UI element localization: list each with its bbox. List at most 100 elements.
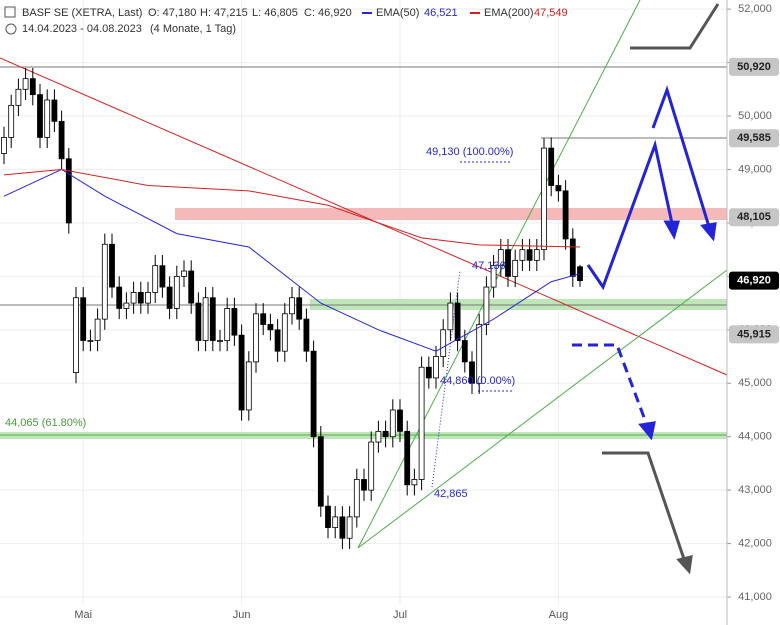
price-box-label: 49,585 xyxy=(737,132,771,144)
candle-body xyxy=(101,243,108,320)
y-tick-label: 41,000 xyxy=(738,591,772,603)
candle-body xyxy=(490,265,497,288)
fib-label: 44,860 (0.00%) xyxy=(440,375,515,387)
arrow xyxy=(630,3,720,50)
candle-body xyxy=(346,516,353,539)
candle-body xyxy=(274,329,281,352)
candle-body xyxy=(548,147,555,186)
candle-body xyxy=(130,292,137,304)
price-box xyxy=(729,208,779,227)
chart-icon xyxy=(4,6,16,18)
y-tick-label: 49,000 xyxy=(738,163,772,175)
arrowhead xyxy=(663,220,680,240)
price-box xyxy=(729,325,779,344)
candle-body xyxy=(440,329,447,357)
candle-body xyxy=(58,120,65,160)
clock-icon xyxy=(5,23,17,35)
y-tick-label: 50,000 xyxy=(738,110,772,122)
candle-body xyxy=(260,313,267,325)
candle-body xyxy=(433,356,439,379)
candle-body xyxy=(22,78,29,90)
candle-body xyxy=(166,286,173,309)
y-tick-label: 45,000 xyxy=(738,377,772,389)
arrowhead xyxy=(676,555,693,575)
price-box-label: 45,915 xyxy=(737,328,771,340)
candle-body xyxy=(116,286,123,309)
price-box-label: 48,105 xyxy=(737,211,771,223)
candle-body xyxy=(512,259,519,277)
arrowhead xyxy=(700,222,717,242)
candle-body xyxy=(245,361,252,411)
y-tick-label: 43,000 xyxy=(738,484,772,496)
candle-body xyxy=(73,297,79,373)
candle-body xyxy=(289,297,295,315)
fib-label: 42,865 xyxy=(434,488,468,500)
candle-body xyxy=(195,302,202,341)
candle-body xyxy=(461,340,468,363)
candle-body xyxy=(202,297,209,341)
arrow xyxy=(602,451,687,563)
candle-body xyxy=(217,340,223,342)
price-box-label: 46,920 xyxy=(737,275,771,287)
candle-body xyxy=(159,265,166,288)
candle-body xyxy=(188,270,195,304)
candle-body xyxy=(389,409,396,438)
legend-value: 46,521 xyxy=(424,7,458,19)
x-tick-label: Jun xyxy=(233,609,251,621)
candle-body xyxy=(37,94,43,138)
fib-label: 49,130 (100.00%) xyxy=(426,146,513,158)
candle-body xyxy=(375,430,382,443)
x-tick-label: Jul xyxy=(393,609,407,621)
candle-body xyxy=(519,249,526,261)
candle-body xyxy=(44,99,51,138)
x-tick-label: Aug xyxy=(549,609,569,621)
header: BASF SE (XETRA, Last) O: 47,180 H: 47,21… xyxy=(4,6,352,35)
fib-connector xyxy=(431,269,461,488)
candle-body xyxy=(332,516,339,528)
fib-label: 44,065 (61.80%) xyxy=(5,417,86,429)
candle-body xyxy=(368,441,375,491)
candle-body xyxy=(418,366,425,480)
candle-body xyxy=(8,104,15,138)
candle-body xyxy=(152,265,159,293)
arrowhead xyxy=(638,421,656,441)
y-tick-label: 44,000 xyxy=(738,431,772,443)
candle-body xyxy=(238,334,245,411)
candle-body xyxy=(231,308,238,336)
date-range: 14.04.2023 - 04.08.2023 xyxy=(22,23,142,35)
candle-body xyxy=(267,324,274,331)
candle-body xyxy=(469,361,475,384)
candle-body xyxy=(526,249,533,261)
downtrend-line xyxy=(0,57,728,376)
candle-body xyxy=(454,302,461,341)
candle-body xyxy=(51,99,58,122)
price-box xyxy=(729,129,779,148)
price-box xyxy=(729,271,779,290)
candle-body xyxy=(397,409,403,432)
uptrend-line xyxy=(357,269,728,549)
candle-body xyxy=(483,286,490,325)
candle-body xyxy=(80,297,87,341)
dashed-arrow xyxy=(572,343,650,429)
chart-title: BASF SE (XETRA, Last) xyxy=(22,7,142,19)
resistance-band xyxy=(175,208,727,220)
ohlc-label: C: 46,920 xyxy=(304,7,352,19)
candle-body xyxy=(181,270,187,277)
candle-body xyxy=(173,275,180,309)
candle-body xyxy=(65,158,72,224)
candle-body xyxy=(562,190,569,240)
candle-body xyxy=(382,430,389,438)
candle-body xyxy=(123,302,130,309)
candle-body xyxy=(361,479,367,491)
candle-body xyxy=(339,516,346,539)
y-tick-label: 42,000 xyxy=(738,538,772,550)
fib-label: 47,136 xyxy=(472,260,506,272)
ohlc-label: L: 46,805 xyxy=(252,7,298,19)
candle-body xyxy=(209,297,216,341)
candle-body xyxy=(1,137,7,154)
ema-line xyxy=(3,168,581,352)
candle-body xyxy=(555,185,562,192)
period: (4 Monate, 1 Tag) xyxy=(150,23,236,35)
